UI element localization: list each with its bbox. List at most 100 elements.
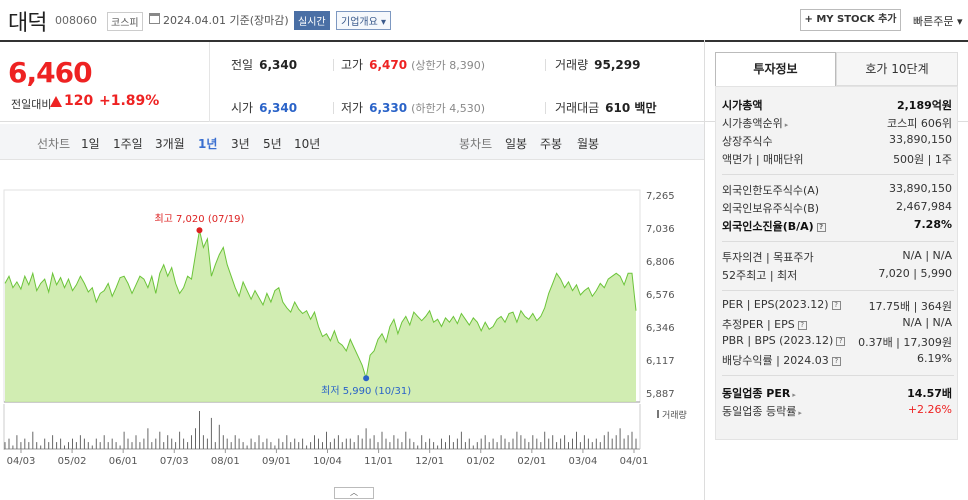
- stock-code: 008060: [55, 14, 97, 27]
- market-badge: 코스피: [107, 12, 143, 31]
- tab-10year[interactable]: 10년: [294, 137, 321, 151]
- low-value: 6,330: [369, 101, 408, 115]
- tab-quote-10[interactable]: 호가 10단계: [836, 52, 958, 86]
- realtime-button[interactable]: 실시간: [294, 11, 330, 30]
- tab-monthly-candle[interactable]: 월봉: [577, 137, 600, 151]
- pbr-bps-value: 0.37배 | 17,309원: [858, 336, 952, 349]
- sector-change-label: 동일업종 등락률: [722, 405, 797, 418]
- tab-daily-candle[interactable]: 일봉: [505, 137, 528, 151]
- low-point-label: 최저 5,990 (10/31): [321, 385, 411, 397]
- volume-label: 거래량: [555, 58, 589, 72]
- help-icon[interactable]: ?: [797, 320, 807, 330]
- sector-change-value: +2.26%: [907, 403, 952, 416]
- dividend-row: 배당수익률 | 2024.03? 6.19%: [722, 350, 954, 368]
- stock-header: 대덕 008060 코스피 2024.04.01 기준(장마감) 실시간 기업개…: [0, 0, 968, 40]
- prev-close-stat: 전일 6,340: [231, 56, 297, 73]
- y-tick-label: 6,346: [646, 323, 675, 334]
- tab-3month[interactable]: 3개월: [155, 137, 185, 151]
- prev-close-label: 전일: [231, 58, 254, 72]
- upper-limit: (상한가 8,390): [411, 59, 485, 72]
- week52-row: 52주최고 | 최저 7,020 | 5,990: [722, 265, 954, 283]
- market-cap-rank-value: 코스피 606위: [887, 117, 952, 130]
- collapse-chart-button[interactable]: ︿: [334, 487, 374, 499]
- dividend-label: 배당수익률 | 2024.03: [722, 354, 829, 367]
- foreign-holding-row: 외국인보유주식수(B) 2,467,984: [722, 198, 954, 216]
- high-label: 고가: [341, 58, 364, 72]
- foreign-limit-row: 외국인한도주식수(A) 33,890,150: [722, 180, 954, 198]
- divider: [722, 375, 954, 376]
- divider: [545, 102, 546, 114]
- y-tick-label: 7,265: [646, 191, 675, 202]
- chevron-right-icon: ▸: [784, 121, 789, 129]
- volume-stat: 거래량 95,299: [555, 56, 640, 73]
- price-series-line: [4, 230, 637, 379]
- price-area-fill: [5, 230, 636, 402]
- dividend-value: 6.19%: [917, 352, 952, 365]
- pbr-bps-row: PBR | BPS (2023.12)? 0.37배 | 17,309원: [722, 332, 954, 350]
- add-my-stock-button[interactable]: + MY STOCK 추가: [800, 9, 901, 31]
- trade-value-label: 거래대금: [555, 101, 600, 115]
- high-point-label: 최고 7,020 (07/19): [154, 213, 244, 225]
- up-arrow-icon: [50, 96, 62, 107]
- per-eps-row: PER | EPS(2023.12)? 17.75배 | 364원: [722, 296, 954, 314]
- high-stat: 고가 6,470 (상한가 8,390): [341, 56, 485, 73]
- calendar-icon: [149, 13, 160, 24]
- high-value: 6,470: [369, 58, 408, 72]
- tab-3year[interactable]: 3년: [231, 137, 250, 151]
- pbr-bps-label: PBR | BPS (2023.12): [722, 334, 834, 347]
- price-chart: 7,265 7,036 6,806 6,576 6,346 6,117 5,887 최고 7,…: [0, 160, 704, 500]
- volume-legend-label: 거래량: [662, 409, 687, 421]
- investment-info-panel: 투자정보 호가 10단계 시가총액 2,189억원 시가총액순위 ▸ 코스피 60…: [704, 40, 968, 500]
- y-tick-label: 7,036: [646, 224, 675, 235]
- listed-shares-value: 33,890,150: [889, 133, 952, 146]
- help-icon[interactable]: ?: [816, 222, 826, 232]
- opinion-row: 투자의견 | 목표주가 N/A | N/A: [722, 247, 954, 265]
- est-per-value: N/A | N/A: [902, 316, 952, 329]
- foreign-ratio-row: 외국인소진율(B/A)? 7.28%: [722, 216, 954, 234]
- y-tick-label: 6,806: [646, 257, 675, 268]
- base-date: 2024.04.01 기준(장마감): [163, 14, 289, 27]
- divider: [722, 174, 954, 175]
- foreign-ratio-label: 외국인소진율(B/A): [722, 220, 814, 233]
- tab-1week[interactable]: 1주일: [113, 137, 143, 151]
- foreign-limit-label: 외국인한도주식수(A): [722, 184, 820, 197]
- change-label: 전일대비: [11, 98, 52, 111]
- chevron-right-icon: ▸: [798, 409, 802, 417]
- x-tick-label: 07/03: [160, 456, 189, 467]
- tab-investment-info[interactable]: 투자정보: [715, 52, 836, 86]
- market-cap-row: 시가총액 2,189억원: [722, 95, 954, 113]
- trade-value: 610 백만: [605, 101, 657, 115]
- help-icon[interactable]: ?: [831, 356, 841, 366]
- sector-per-row[interactable]: 동일업종 PER ▸ 14.57배: [722, 383, 954, 401]
- help-icon[interactable]: ?: [836, 336, 846, 346]
- tab-5year[interactable]: 5년: [263, 137, 282, 151]
- x-tick-label: 02/01: [517, 456, 546, 467]
- x-tick-label: 09/01: [262, 456, 291, 467]
- tab-weekly-candle[interactable]: 주봉: [540, 137, 563, 151]
- x-tick-label: 01/02: [466, 456, 495, 467]
- x-tick-label: 10/04: [313, 456, 342, 467]
- per-eps-label: PER | EPS(2023.12): [722, 298, 829, 311]
- quick-order-button[interactable]: 빠른주문 ▾: [913, 15, 963, 28]
- listed-shares-label: 상장주식수: [722, 135, 773, 148]
- open-stat: 시가 6,340: [231, 99, 297, 116]
- chevron-right-icon: ▸: [792, 391, 796, 399]
- company-overview-button[interactable]: 기업개요 ▾: [336, 11, 391, 30]
- divider: [722, 290, 954, 291]
- sector-change-row[interactable]: 동일업종 등락률 ▸ +2.26%: [722, 401, 954, 419]
- investment-info-body: 시가총액 2,189억원 시가총액순위 ▸ 코스피 606위 상장주식수 33,8…: [715, 86, 958, 440]
- tab-1day[interactable]: 1일: [81, 137, 100, 151]
- x-tick-label: 11/01: [364, 456, 393, 467]
- help-icon[interactable]: ?: [831, 300, 841, 310]
- price-panel: 6,460 전일대비 120 +1.89% 전일 6,340 고가 6,470 (상한…: [0, 40, 968, 122]
- candle-chart-label: 봉차트: [459, 137, 493, 151]
- sector-per-value: 14.57배: [907, 387, 952, 400]
- change-amount: 120: [64, 93, 94, 109]
- tab-1year[interactable]: 1년: [198, 137, 218, 151]
- x-tick-label: 04/01: [620, 456, 649, 467]
- foreign-limit-value: 33,890,150: [889, 182, 952, 195]
- x-tick-label: 04/03: [7, 456, 36, 467]
- y-tick-label: 6,576: [646, 290, 675, 301]
- market-cap-rank-row[interactable]: 시가총액순위 ▸ 코스피 606위: [722, 113, 954, 131]
- y-tick-label: 5,887: [646, 389, 675, 400]
